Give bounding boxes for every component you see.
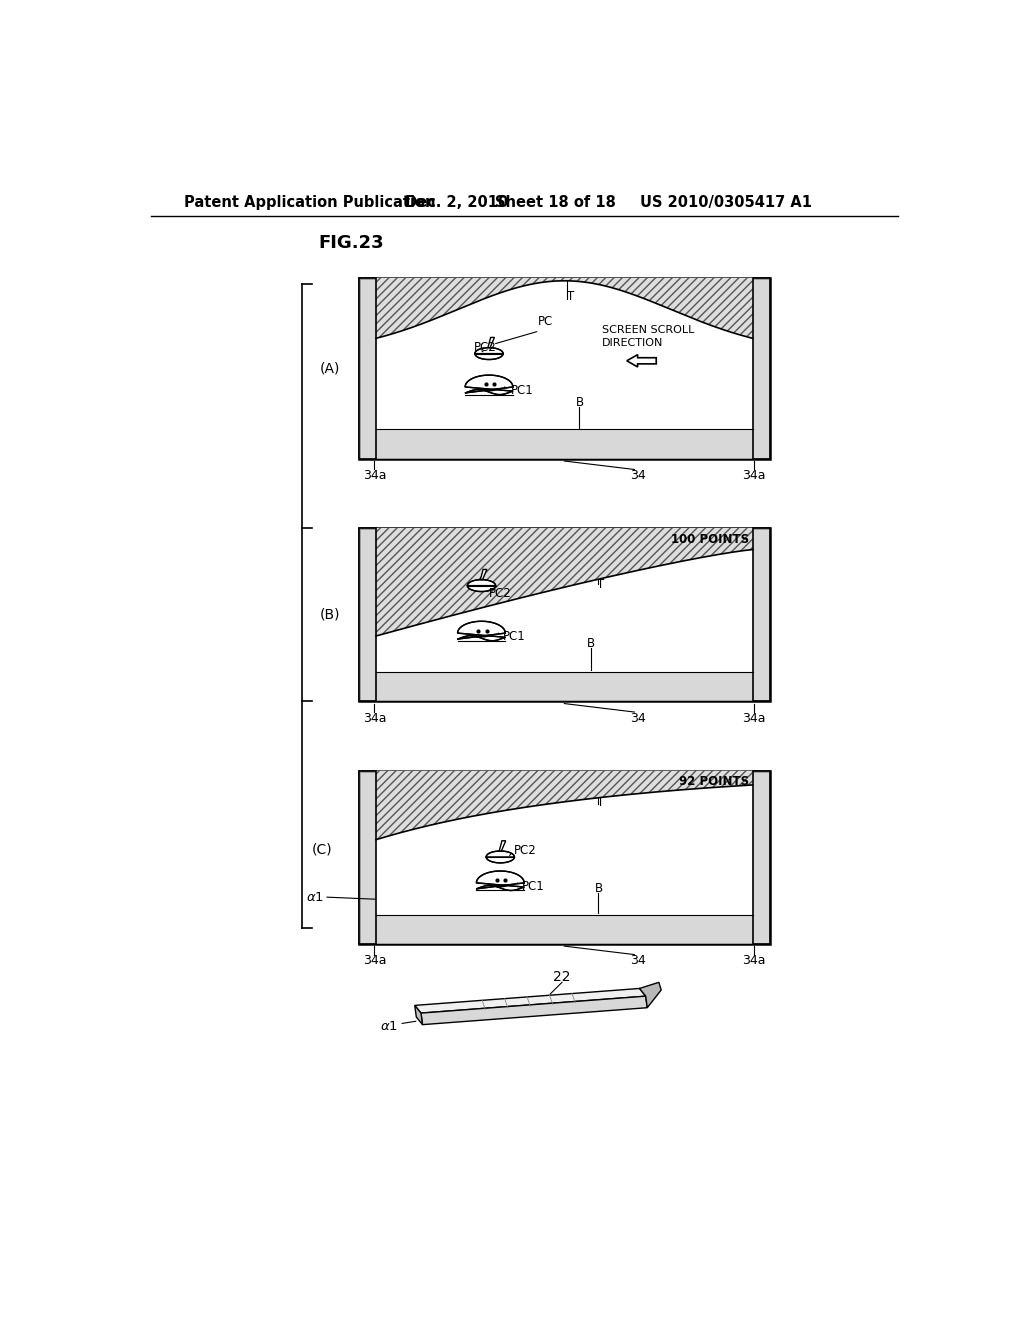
Bar xyxy=(753,528,770,701)
Bar xyxy=(359,277,770,459)
Bar xyxy=(359,771,770,944)
Polygon shape xyxy=(359,528,376,701)
Bar xyxy=(359,277,376,459)
Bar xyxy=(376,528,753,672)
Bar xyxy=(753,771,770,944)
Text: 22: 22 xyxy=(553,970,570,983)
Polygon shape xyxy=(753,277,770,459)
Polygon shape xyxy=(376,915,753,944)
Polygon shape xyxy=(475,354,503,359)
Text: T: T xyxy=(597,796,604,809)
Polygon shape xyxy=(475,347,503,354)
Text: PC1: PC1 xyxy=(511,384,534,397)
Text: US 2010/0305417 A1: US 2010/0305417 A1 xyxy=(640,195,811,210)
Bar xyxy=(359,771,376,944)
Bar xyxy=(376,429,753,459)
Text: B: B xyxy=(595,882,602,895)
Text: $\alpha$1: $\alpha$1 xyxy=(306,891,325,903)
Bar xyxy=(359,277,376,459)
Polygon shape xyxy=(486,857,514,863)
Polygon shape xyxy=(465,375,513,395)
Polygon shape xyxy=(500,841,506,851)
Bar xyxy=(376,915,753,944)
Polygon shape xyxy=(376,429,753,459)
Polygon shape xyxy=(458,622,505,640)
Bar xyxy=(359,528,376,701)
Polygon shape xyxy=(359,277,376,459)
Text: DIRECTION: DIRECTION xyxy=(602,338,664,347)
Text: 34a: 34a xyxy=(362,711,386,725)
Text: PC: PC xyxy=(538,314,553,327)
Text: $\alpha$1: $\alpha$1 xyxy=(380,1020,397,1034)
Polygon shape xyxy=(415,989,646,1014)
Bar xyxy=(359,528,770,701)
Bar xyxy=(359,528,376,701)
Text: 34: 34 xyxy=(631,954,646,968)
Text: 34a: 34a xyxy=(742,954,766,968)
Text: (C): (C) xyxy=(311,842,333,857)
Text: PC2: PC2 xyxy=(473,341,497,354)
Polygon shape xyxy=(476,871,524,891)
Bar xyxy=(376,771,753,915)
Polygon shape xyxy=(467,579,496,586)
Text: 92 POINTS: 92 POINTS xyxy=(680,775,750,788)
Polygon shape xyxy=(753,771,770,944)
Bar xyxy=(753,277,770,459)
Text: Dec. 2, 2010: Dec. 2, 2010 xyxy=(404,195,508,210)
Text: 34: 34 xyxy=(631,711,646,725)
Polygon shape xyxy=(486,851,514,857)
Text: 34a: 34a xyxy=(742,469,766,482)
Text: PC1: PC1 xyxy=(503,631,526,643)
Text: FIG.23: FIG.23 xyxy=(318,234,384,252)
Text: Patent Application Publication: Patent Application Publication xyxy=(183,195,435,210)
Polygon shape xyxy=(359,771,376,944)
Bar xyxy=(753,528,770,701)
Text: 34a: 34a xyxy=(742,711,766,725)
Polygon shape xyxy=(480,569,486,579)
Text: 34a: 34a xyxy=(362,469,386,482)
Bar xyxy=(359,277,376,459)
Polygon shape xyxy=(487,338,495,347)
Polygon shape xyxy=(415,1006,423,1024)
Text: SCREEN SCROLL: SCREEN SCROLL xyxy=(602,326,694,335)
Text: T: T xyxy=(597,578,604,591)
Text: PC2: PC2 xyxy=(489,587,512,599)
Text: 100 POINTS: 100 POINTS xyxy=(672,533,750,545)
Polygon shape xyxy=(640,982,662,1007)
Polygon shape xyxy=(376,672,753,701)
Text: T: T xyxy=(566,290,573,302)
Bar xyxy=(359,771,376,944)
Bar xyxy=(359,771,376,944)
Bar xyxy=(376,277,753,429)
Text: PC1: PC1 xyxy=(522,880,545,894)
Polygon shape xyxy=(753,528,770,701)
Text: (A): (A) xyxy=(321,362,341,375)
Polygon shape xyxy=(421,997,647,1024)
Text: 34: 34 xyxy=(631,469,646,482)
Text: 34a: 34a xyxy=(362,954,386,968)
Text: B: B xyxy=(575,396,584,409)
Polygon shape xyxy=(627,355,656,367)
Bar xyxy=(753,771,770,944)
Text: PC2: PC2 xyxy=(514,845,537,857)
Bar xyxy=(359,528,376,701)
Text: B: B xyxy=(587,636,595,649)
Bar xyxy=(376,672,753,701)
Polygon shape xyxy=(467,586,496,591)
Text: Sheet 18 of 18: Sheet 18 of 18 xyxy=(495,195,615,210)
Text: (B): (B) xyxy=(321,607,341,622)
Bar xyxy=(753,277,770,459)
